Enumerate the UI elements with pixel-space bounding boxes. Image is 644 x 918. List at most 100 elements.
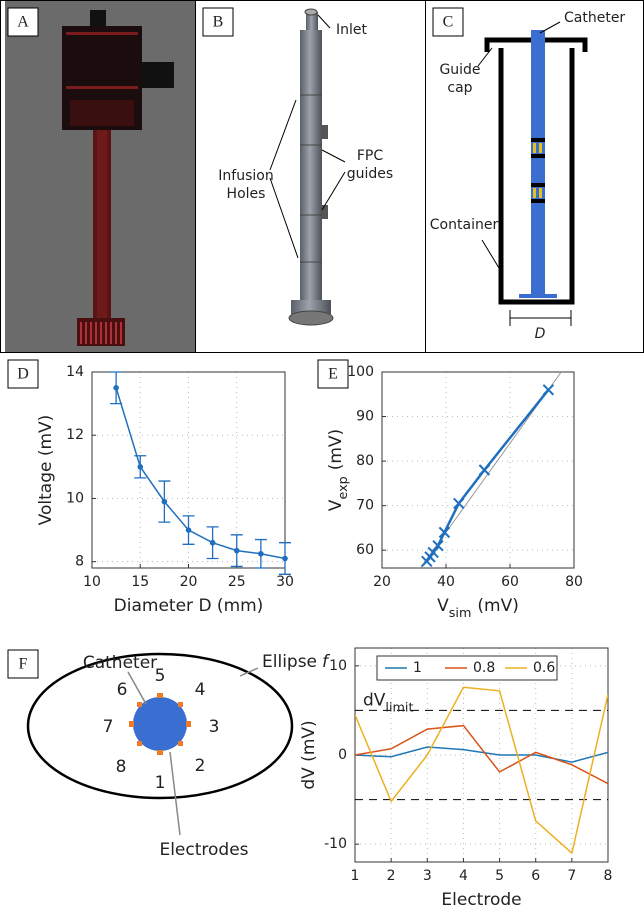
panel-label: A <box>17 14 29 31</box>
diagram-label: Infusion <box>218 168 273 184</box>
legend-label: 0.6 <box>533 660 555 676</box>
setup-diagram <box>477 21 588 326</box>
panel-label: B <box>213 14 224 31</box>
series-line <box>115 387 285 560</box>
legend-label: 1 <box>413 660 422 676</box>
x-axis-label: Vsim (mV) <box>437 596 519 621</box>
x-tick-label: 30 <box>276 574 294 590</box>
y-axis-label: dV (mV) <box>299 720 319 789</box>
y-tick-label: 10 <box>66 490 84 506</box>
panel-label-box <box>7 359 39 389</box>
x-tick-label: 1 <box>351 868 360 884</box>
label-part: V <box>326 499 346 511</box>
x-axis-label: Electrode <box>441 890 521 910</box>
x-tick-label: 5 <box>495 868 504 884</box>
diagram-label: Electrodes <box>159 840 248 860</box>
x-tick-label: 80 <box>565 574 583 590</box>
label-sub: limit <box>385 700 413 715</box>
data-point <box>185 527 192 533</box>
y-tick-label: 60 <box>356 542 374 558</box>
panel-label: C <box>443 14 454 31</box>
panel-label-box <box>432 7 464 37</box>
x-axis-label: Diameter D (mm) <box>114 596 264 616</box>
label-part: (mV) <box>477 596 518 616</box>
data-point <box>258 550 264 557</box>
data-point <box>113 385 119 391</box>
diagram-label: Holes <box>227 186 266 202</box>
y-tick-label: 0 <box>338 747 347 763</box>
diagram-label: Ellipse f <box>262 652 331 672</box>
diagram-label: guides <box>347 166 393 182</box>
panel-label-box <box>317 359 349 389</box>
electrode-numbers: 1 234 5 678 <box>103 666 220 793</box>
label-part: (mV) <box>326 429 346 470</box>
diagram-label: D <box>535 326 546 342</box>
y-tick-label: 70 <box>356 498 374 514</box>
data-point <box>542 384 555 396</box>
x-tick-label: 4 <box>459 868 468 884</box>
electrode-number: 4 <box>195 680 206 700</box>
data-point <box>453 497 465 510</box>
annotation: dVlimit <box>363 690 413 715</box>
label-part: dV <box>363 690 386 710</box>
y-axis-label: Voltage (mV) <box>36 415 56 526</box>
y-tick-label: 14 <box>66 364 84 380</box>
y-tick-label: 10 <box>329 658 347 674</box>
ellipse-diagram <box>26 652 294 836</box>
x-tick-label: 60 <box>501 574 519 590</box>
chart: 20 40 60 80 60 70 80 90 100 Vsim (mV) Vexp (mV) <box>326 364 583 621</box>
y-tick-label: 80 <box>356 453 374 469</box>
x-tick-label: 25 <box>228 574 246 590</box>
data-point <box>161 498 168 505</box>
y-tick-label: 100 <box>347 364 374 380</box>
plot-frame <box>381 371 575 569</box>
series-line <box>355 724 608 785</box>
panel-label-box <box>7 649 39 679</box>
series-line <box>355 746 608 763</box>
panel-labels: A B C D E F <box>7 7 464 679</box>
electrode-number: 2 <box>195 756 206 776</box>
panel-label: D <box>17 366 29 383</box>
y-tick-label: 12 <box>66 427 84 443</box>
y-tick-label: 8 <box>75 554 84 570</box>
data-point <box>427 546 439 559</box>
x-tick-label: 20 <box>180 574 198 590</box>
label-sub: sim <box>449 606 472 621</box>
label-sub: exp <box>336 476 351 499</box>
diagram-label: Guide <box>439 62 480 78</box>
data-point <box>438 526 451 539</box>
x-tick-label: 15 <box>131 574 149 590</box>
diagram-label: Inlet <box>336 22 368 38</box>
x-tick-label: 2 <box>387 868 396 884</box>
panel-label-box <box>202 7 234 37</box>
data-point <box>137 464 144 470</box>
chart: 10 15 20 25 30 8 10 12 14 Diameter D (mm) Voltage … <box>36 364 294 616</box>
panel-label-box <box>7 7 39 37</box>
label-part: Ellipse <box>262 652 317 672</box>
legend-label: 0.8 <box>473 660 495 676</box>
x-tick-label: 8 <box>604 868 613 884</box>
electrode-number: 5 <box>155 666 166 686</box>
y-axis-label: Vexp (mV) <box>326 429 351 511</box>
electrode-number: 6 <box>117 680 128 700</box>
x-tick-label: 20 <box>373 574 391 590</box>
plot-frame <box>91 371 286 569</box>
electrode-number: 7 <box>103 717 114 737</box>
y-tick-label: -10 <box>324 836 347 852</box>
data-point <box>478 464 491 476</box>
data-point <box>282 555 288 562</box>
catheter-render <box>269 8 346 326</box>
x-tick-label: 7 <box>567 868 576 884</box>
x-tick-label: 6 <box>531 868 540 884</box>
label-part: f <box>322 652 331 672</box>
x-tick-label: 10 <box>83 574 101 590</box>
electrode-number: 1 <box>155 773 166 793</box>
x-tick-label: 3 <box>423 868 432 884</box>
data-point <box>233 547 240 554</box>
panel-label: F <box>19 656 28 673</box>
panel-label: E <box>328 366 338 383</box>
diagram-label: FPC <box>357 148 383 164</box>
